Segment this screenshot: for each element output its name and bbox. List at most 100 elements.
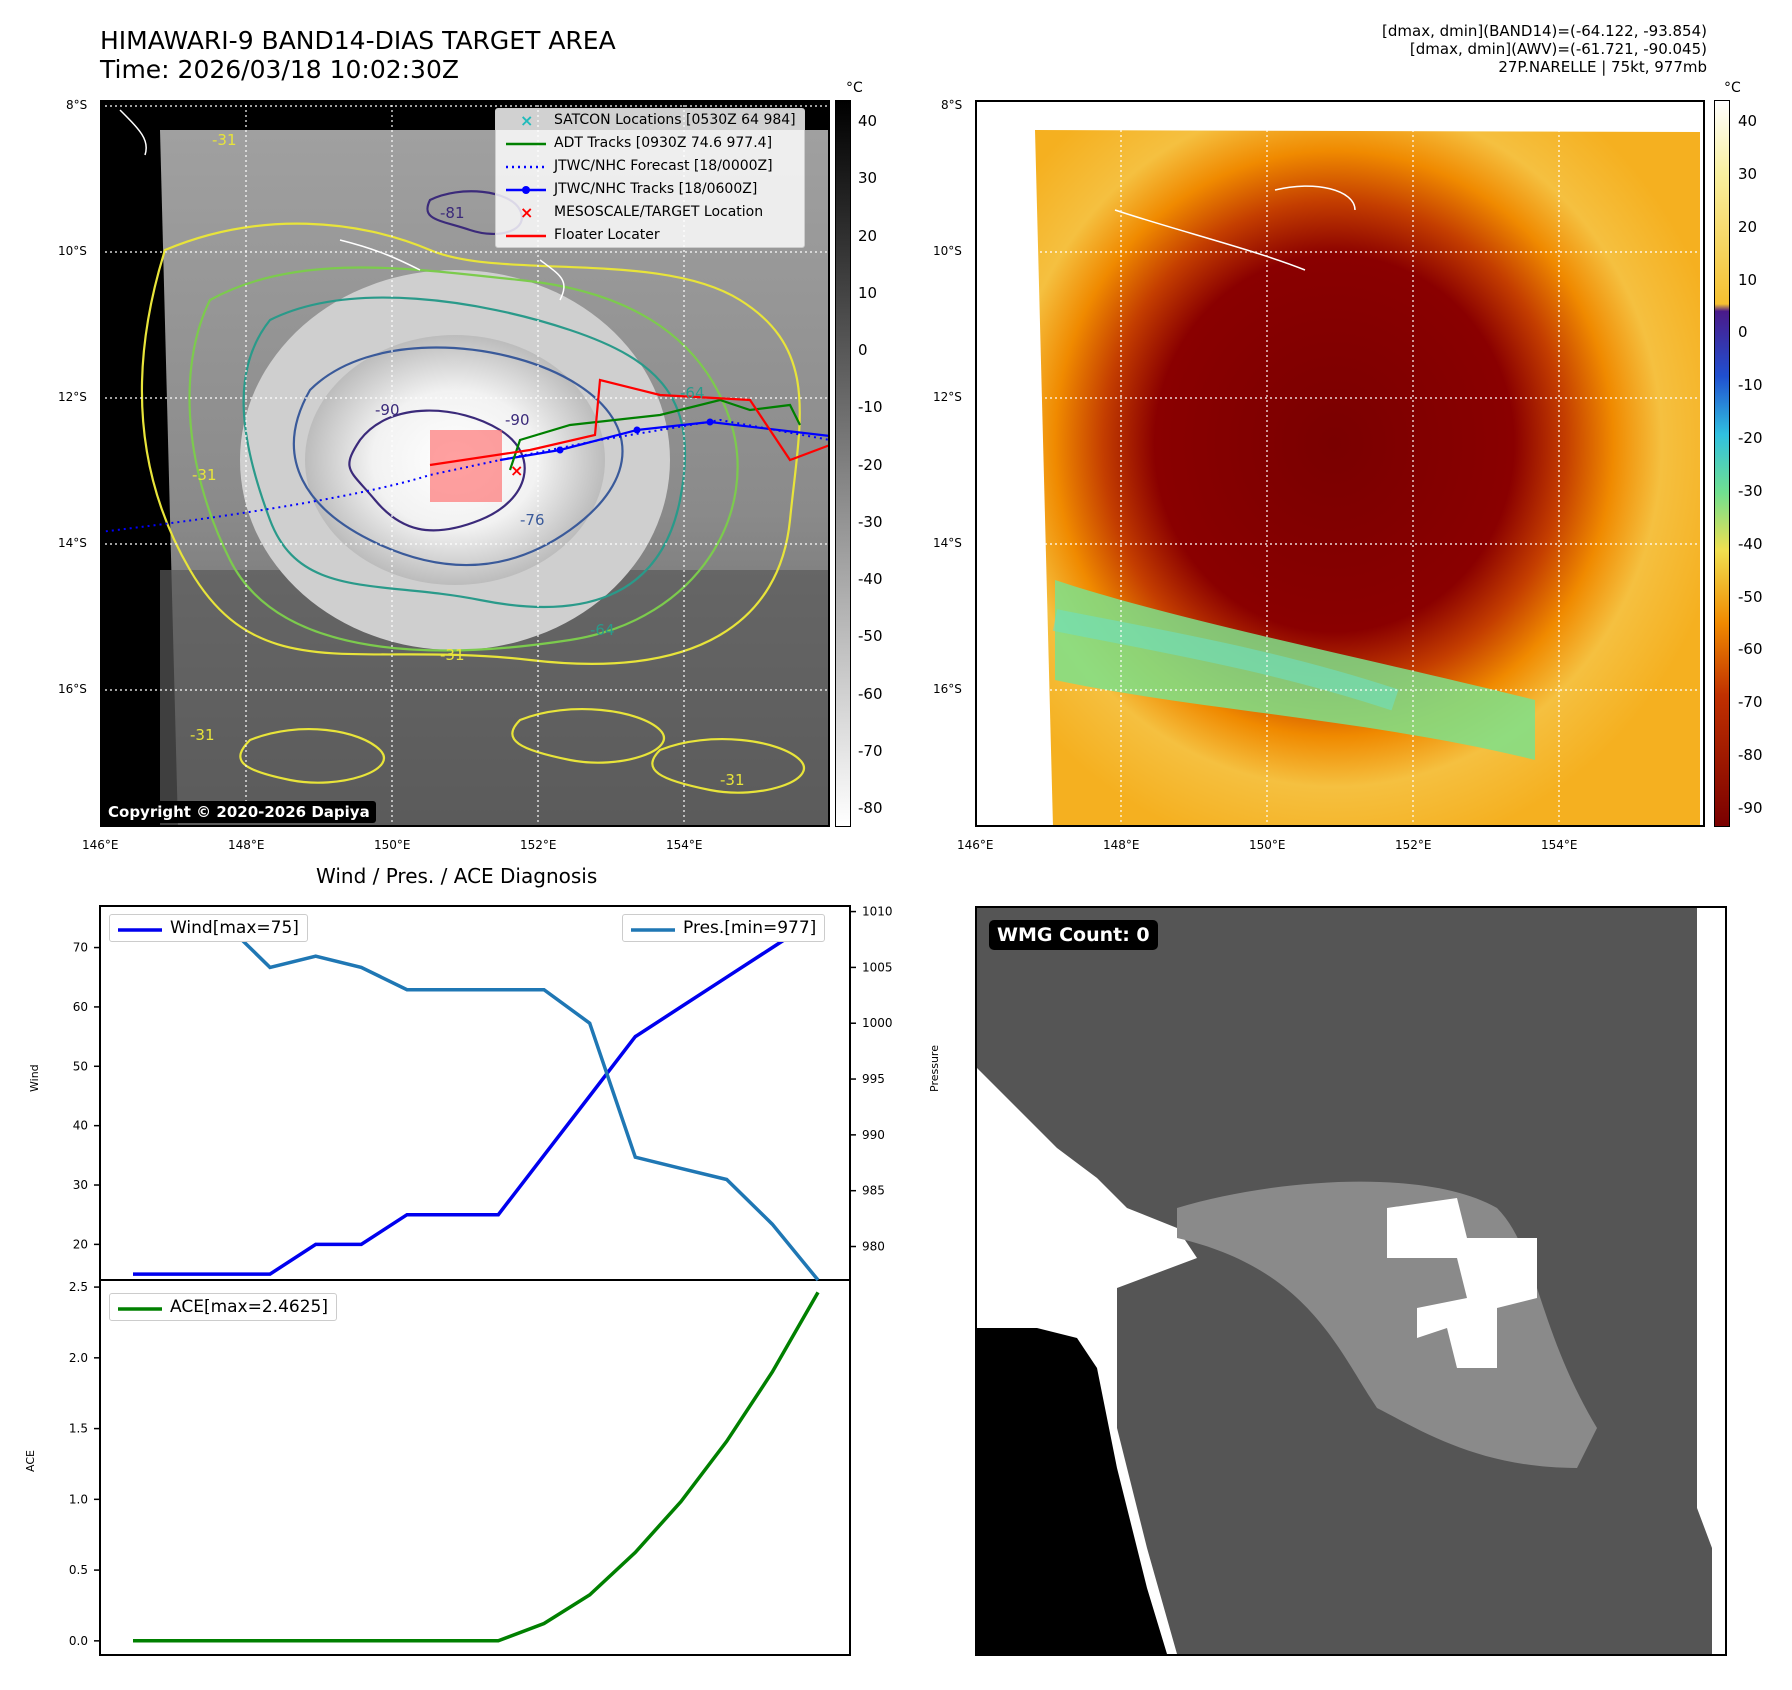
wmg-edge (1697, 908, 1725, 1654)
contour-label: -76 (520, 511, 545, 529)
colorbar-tick-label: 30 (1738, 164, 1758, 183)
y-tick-label: 985 (862, 1184, 885, 1198)
target-area-box (430, 430, 502, 502)
map-legend: × SATCON Locations [0530Z 64 984] ADT Tr… (495, 108, 805, 248)
colorbar-tick-label: 40 (1738, 112, 1758, 130)
meta-awv-range: [dmax, dmin](AWV)=(-61.721, -90.045) (1409, 40, 1707, 58)
legend-item-floater: Floater Locater (496, 224, 804, 247)
satcon-x-icon: × (520, 111, 533, 130)
lat-tick: 12°S (58, 390, 87, 404)
contour-label: -64 (680, 384, 705, 402)
y-tick-label: 990 (862, 1128, 885, 1142)
colorbar-tick-label: -80 (1738, 746, 1763, 765)
contour-label: -90 (505, 411, 530, 429)
colorbar-tick-label: -10 (1738, 376, 1763, 395)
contour-label: -90 (375, 401, 400, 419)
wind-legend: Wind[max=75] (109, 914, 308, 942)
wmg-black-region (977, 1328, 1167, 1654)
ace-legend-label: ACE[max=2.4625] (170, 1297, 328, 1317)
y-tick-label: 70 (73, 941, 88, 955)
lon-tick: 148°E (1103, 838, 1140, 852)
map-frame (100, 100, 830, 827)
colorbar-tick-label: 20 (858, 226, 878, 245)
wind-legend-label: Wind[max=75] (170, 918, 299, 938)
pressure-legend: Pres.[min=977] (622, 914, 826, 942)
ace-axes (99, 1279, 851, 1656)
y-tick-label: 1010 (862, 905, 893, 919)
adt-line-icon (506, 142, 546, 146)
wmg-white-core (1387, 1198, 1537, 1368)
lat-tick: 8°S (941, 98, 963, 112)
diagnosis-chart: 20 30 40 50 60 70 980 985 990 995 1000 1005 1010 0.… (24, 905, 941, 1656)
colorbar-tick-label: -30 (858, 512, 883, 531)
y-tick-label: 60 (73, 1000, 88, 1014)
y-tick-label: 1000 (862, 1016, 893, 1030)
colorbar-tick-label: 0 (1738, 323, 1748, 342)
lon-tick: 152°E (1395, 838, 1432, 852)
band14-map-panel: × -31 -64 -76 -81 -90 -90 -64 -31 -31 -3… (100, 100, 830, 827)
colorbar-tick-label: -20 (858, 455, 883, 474)
plot-title-line2: Time: 2026/03/18 10:02:30Z (100, 55, 459, 84)
contour-lines (140, 190, 805, 794)
intensity-metadata: [dmax, dmin](BAND14)=(-64.122, -93.854) … (1382, 22, 1707, 76)
lat-tick: 10°S (58, 244, 87, 258)
lat-tick: 14°S (933, 536, 962, 550)
track-line-dot-icon (506, 186, 546, 194)
legend-label: Floater Locater (554, 227, 660, 243)
pressure-axis-label: Pressure (928, 1045, 941, 1092)
awv-colorbar (1714, 100, 1730, 827)
pressure-legend-line-icon (631, 928, 675, 932)
colorbar-tick-label: -30 (1738, 481, 1763, 500)
moist-band (1052, 609, 1399, 711)
y-tick-label: 1.0 (69, 1492, 88, 1506)
colorbar-unit: °C (1724, 80, 1741, 96)
colorbar-tick-label: -70 (858, 741, 883, 760)
lat-tick: 12°S (933, 390, 962, 404)
lat-tick: 14°S (58, 536, 87, 550)
pressure-series-line (133, 920, 820, 1282)
copyright-notice: Copyright © 2020-2026 Dapiya (102, 801, 376, 823)
coastline (119, 109, 565, 301)
y-tick-label: 0.0 (69, 1634, 88, 1648)
colorbar-tick-label: 30 (858, 169, 878, 188)
colorbar-tick-label: 0 (858, 341, 868, 359)
legend-label: MESOSCALE/TARGET Location (554, 204, 764, 220)
pressure-y-ticks: 980 985 990 995 1000 1005 1010 (850, 905, 893, 1254)
colorbar-tick-label: 40 (858, 112, 878, 130)
contour-label: -81 (440, 204, 465, 222)
floater-track (429, 378, 830, 467)
lon-tick: 152°E (520, 838, 557, 852)
colorbar-tick-label: -90 (1738, 799, 1763, 817)
pressure-legend-label: Pres.[min=977] (683, 918, 817, 938)
colorbar-tick-label: -60 (1738, 640, 1763, 659)
colorbar-tick-label: -80 (858, 799, 883, 817)
contour-label: -31 (440, 646, 465, 664)
awv-map-panel (975, 100, 1705, 827)
colorbar-tick-label: -40 (1738, 534, 1763, 553)
wind-series-line (133, 916, 819, 1276)
ace-series-line (133, 1291, 820, 1643)
contour-label: -31 (192, 466, 217, 484)
lon-tick: 154°E (1541, 838, 1578, 852)
legend-label: JTWC/NHC Forecast [18/0000Z] (554, 158, 773, 174)
ace-axis-label: ACE (24, 1450, 37, 1472)
lon-tick: 146°E (957, 838, 994, 852)
contour-label: -31 (212, 131, 237, 149)
floater-line-icon (506, 234, 546, 238)
adt-track (508, 398, 801, 471)
colorbar-unit: °C (846, 80, 863, 96)
svg-text:×: × (520, 203, 533, 222)
awv-map (975, 100, 1705, 827)
colorbar-tick-label: 10 (1738, 270, 1758, 289)
wind-legend-line-icon (118, 928, 162, 932)
colorbar-tick-label: -60 (858, 684, 883, 703)
band14-colorbar (835, 100, 851, 827)
colorbar-tick-label: -70 (1738, 693, 1763, 712)
legend-item-target: × MESOSCALE/TARGET Location (496, 201, 804, 224)
ace-y-ticks: 0.0 0.5 1.0 1.5 2.0 2.5 (69, 1280, 100, 1648)
ace-legend-line-icon (118, 1307, 162, 1311)
wind-y-ticks: 20 30 40 50 60 70 (73, 941, 100, 1251)
awv-coastline (1114, 185, 1356, 271)
lat-tick: 8°S (66, 98, 88, 112)
y-tick-label: 40 (73, 1119, 88, 1133)
